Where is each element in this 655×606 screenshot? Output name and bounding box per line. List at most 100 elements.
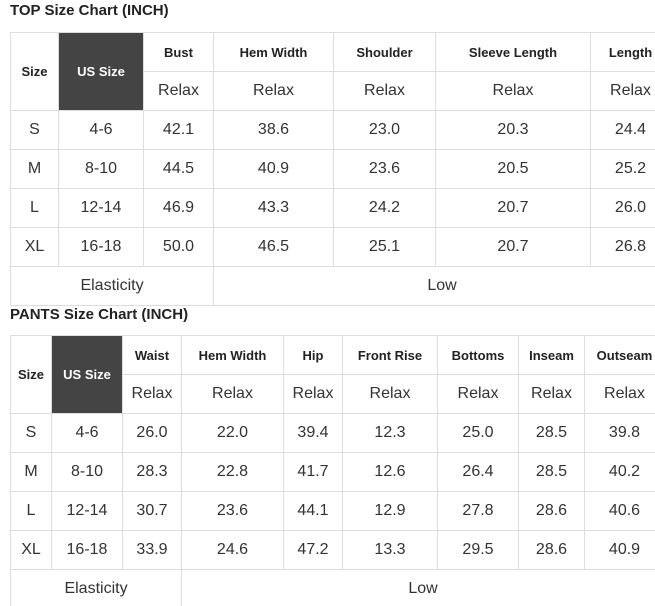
cell: 39.4	[283, 413, 343, 453]
header-row: Size US Size Bust Hem Width Shoulder Sleeve L…	[10, 32, 655, 111]
column-header: Bottoms	[437, 335, 519, 375]
cell: 47.2	[283, 530, 343, 570]
cell: 40.9	[584, 530, 655, 570]
cell: 25.2	[590, 149, 655, 189]
cell: 27.8	[437, 491, 519, 531]
cell: 42.1	[143, 110, 214, 150]
size-row: M 8-10 28.3 22.8 41.7 12.6 26.4 28.5 40.2	[10, 452, 655, 492]
elasticity-value: Low	[213, 266, 655, 306]
column-header: Hip	[283, 335, 343, 375]
us-size-header: US Size	[58, 32, 144, 111]
cell: 28.6	[518, 530, 585, 570]
elasticity-label: Elasticity	[10, 266, 214, 306]
cell: 28.5	[518, 413, 585, 453]
cell: L	[10, 188, 59, 228]
table-title: PANTS Size Chart (INCH)	[10, 306, 189, 323]
fit-cell: Relax	[213, 71, 334, 111]
cell: 40.2	[584, 452, 655, 492]
cell: 26.4	[437, 452, 519, 492]
cell: 20.7	[435, 227, 591, 267]
cell: 30.7	[122, 491, 182, 531]
column-header: Outseam	[584, 335, 655, 375]
cell: 20.7	[435, 188, 591, 228]
size-row: L 12-14 30.7 23.6 44.1 12.9 27.8 28.6 40.6	[10, 491, 655, 531]
fit-cell: Relax	[584, 374, 655, 414]
cell: 33.9	[122, 530, 182, 570]
fit-cell: Relax	[437, 374, 519, 414]
cell: 26.0	[590, 188, 655, 228]
fit-cell: Relax	[283, 374, 343, 414]
cell: 24.4	[590, 110, 655, 150]
column-header: Front Rise	[342, 335, 438, 375]
cell: 26.8	[590, 227, 655, 267]
cell: 22.8	[181, 452, 284, 492]
cell: 46.9	[143, 188, 214, 228]
fit-cell: Relax	[122, 374, 182, 414]
size-row: M 8-10 44.5 40.9 23.6 20.5 25.2	[10, 149, 655, 189]
cell: 24.6	[181, 530, 284, 570]
column-header: Length	[590, 32, 655, 72]
elasticity-row: Elasticity Low	[10, 569, 655, 606]
cell: 29.5	[437, 530, 519, 570]
cell: 28.5	[518, 452, 585, 492]
fit-cell: Relax	[181, 374, 284, 414]
fit-cell: Relax	[333, 71, 436, 111]
cell: 4-6	[51, 413, 123, 453]
cell: 43.3	[213, 188, 334, 228]
cell: 16-18	[58, 227, 144, 267]
column-header: Bust	[143, 32, 214, 72]
cell: 12-14	[51, 491, 123, 531]
cell: 13.3	[342, 530, 438, 570]
cell: 12.3	[342, 413, 438, 453]
elasticity-row: Elasticity Low	[10, 266, 655, 306]
cell: 23.6	[333, 149, 436, 189]
cell: 25.1	[333, 227, 436, 267]
cell: 23.0	[333, 110, 436, 150]
cell: S	[10, 413, 52, 453]
cell: 40.6	[584, 491, 655, 531]
size-row: XL 16-18 33.9 24.6 47.2 13.3 29.5 28.6 40.9	[10, 530, 655, 570]
fit-cell: Relax	[518, 374, 585, 414]
column-header: Inseam	[518, 335, 585, 375]
cell: 28.3	[122, 452, 182, 492]
fit-cell: Relax	[590, 71, 655, 111]
cell: M	[10, 452, 52, 492]
cell: 24.2	[333, 188, 436, 228]
cell: S	[10, 110, 59, 150]
cell: 12.6	[342, 452, 438, 492]
size-row: L 12-14 46.9 43.3 24.2 20.7 26.0	[10, 188, 655, 228]
us-size-header: US Size	[51, 335, 123, 414]
cell: XL	[10, 530, 52, 570]
cell: 44.5	[143, 149, 214, 189]
cell: 12.9	[342, 491, 438, 531]
size-table: Size US Size Waist Hem Width Hip Front Rise Bo…	[10, 335, 655, 606]
size-row: XL 16-18 50.0 46.5 25.1 20.7 26.8	[10, 227, 655, 267]
cell: 8-10	[58, 149, 144, 189]
cell: 8-10	[51, 452, 123, 492]
cell: 23.6	[181, 491, 284, 531]
elasticity-label: Elasticity	[10, 569, 182, 606]
column-header: Waist	[122, 335, 182, 375]
cell: 4-6	[58, 110, 144, 150]
cell: 46.5	[213, 227, 334, 267]
cell: 41.7	[283, 452, 343, 492]
cell: 26.0	[122, 413, 182, 453]
cell: 28.6	[518, 491, 585, 531]
cell: 22.0	[181, 413, 284, 453]
top-size-chart: TOP Size Chart (INCH) Size US Size Bust Hem …	[10, 2, 655, 306]
size-header: Size	[10, 335, 52, 414]
pants-size-chart: PANTS Size Chart (INCH) Size US Size Waist H…	[0, 306, 655, 606]
cell: 38.6	[213, 110, 334, 150]
size-table: Size US Size Bust Hem Width Shoulder Sleeve L…	[10, 32, 655, 306]
cell: 39.8	[584, 413, 655, 453]
cell: 16-18	[51, 530, 123, 570]
fit-cell: Relax	[435, 71, 591, 111]
cell: XL	[10, 227, 59, 267]
cell: 20.3	[435, 110, 591, 150]
fit-cell: Relax	[342, 374, 438, 414]
column-header: Hem Width	[213, 32, 334, 72]
fit-cell: Relax	[143, 71, 214, 111]
cell: 20.5	[435, 149, 591, 189]
size-header: Size	[10, 32, 59, 111]
